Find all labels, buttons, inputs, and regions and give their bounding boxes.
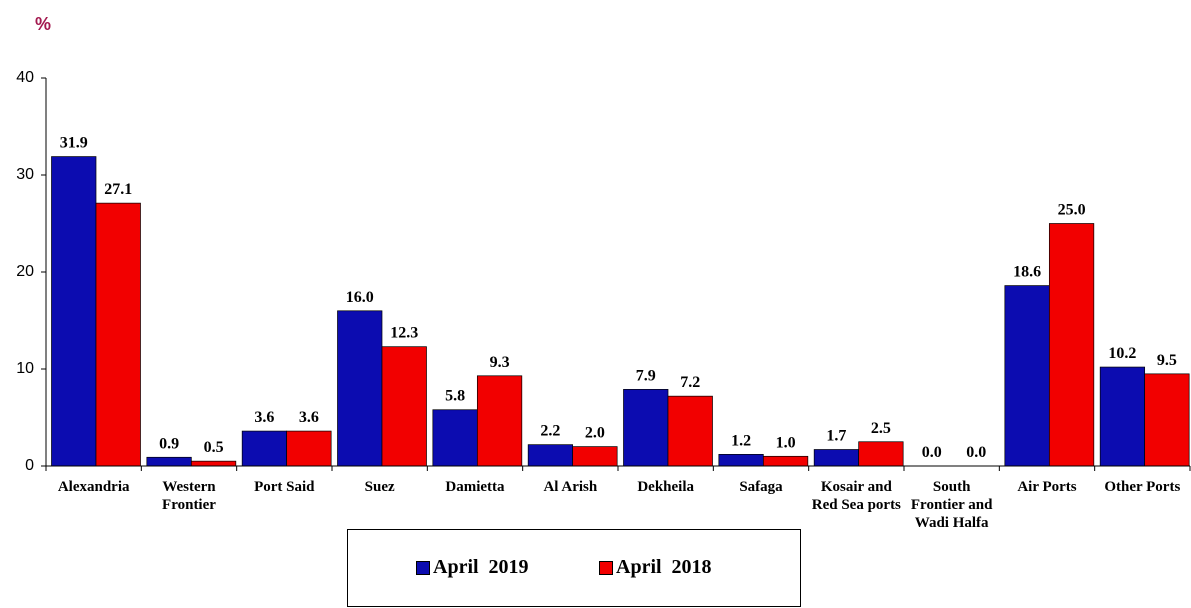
- data-label: 0.9: [159, 435, 179, 452]
- x-tick-label: Kosair and Red Sea ports: [811, 479, 901, 513]
- legend-swatch: [416, 560, 430, 575]
- bar: [1099, 366, 1146, 467]
- x-tick-label: Damietta: [445, 479, 505, 495]
- bar: [527, 444, 574, 467]
- x-tick-label: Alexandria: [57, 479, 130, 495]
- data-label: 27.1: [104, 181, 132, 198]
- legend: April 2019 April 2018: [347, 529, 801, 607]
- bar: [95, 202, 141, 467]
- y-tick-label: 30: [16, 166, 34, 183]
- bar: [572, 446, 618, 467]
- legend-item: April 2019: [416, 556, 529, 579]
- data-label: 7.9: [636, 367, 656, 384]
- y-tick-label: 40: [16, 69, 34, 86]
- data-label: 2.5: [871, 420, 891, 437]
- x-tick-label: Al Arish: [543, 479, 598, 495]
- bar: [667, 395, 713, 467]
- data-label: 2.0: [585, 425, 605, 442]
- bar: [1144, 373, 1190, 467]
- bar: [718, 454, 764, 467]
- bar: [432, 409, 478, 467]
- legend-label: April 2018: [616, 556, 712, 578]
- data-label: 9.3: [490, 354, 510, 371]
- data-label: 10.2: [1108, 345, 1136, 362]
- bar: [813, 449, 860, 467]
- data-label: 3.6: [254, 409, 274, 426]
- data-label: 0.0: [922, 444, 942, 461]
- x-tick-label: Dekheila: [637, 479, 694, 495]
- bar: [337, 310, 383, 467]
- data-label: 5.8: [445, 388, 465, 405]
- x-tick-label: Port Said: [254, 479, 315, 495]
- y-tick-label: 10: [16, 360, 34, 377]
- data-label: 25.0: [1058, 202, 1086, 219]
- bar: [381, 346, 427, 467]
- bar: [286, 430, 332, 467]
- data-label: 1.7: [826, 428, 846, 445]
- data-label: 0.5: [204, 439, 224, 456]
- bar: [762, 455, 809, 467]
- x-tick-label: Western Frontier: [162, 479, 216, 513]
- data-label: 2.2: [540, 423, 560, 440]
- data-label: 16.0: [346, 289, 374, 306]
- data-label: 3.6: [299, 409, 319, 426]
- data-label: 7.2: [680, 374, 700, 391]
- legend-item: April 2018: [599, 556, 712, 579]
- data-label: 12.3: [390, 325, 418, 342]
- bar: [858, 441, 904, 467]
- bar: [623, 389, 669, 467]
- data-label: 31.9: [60, 135, 88, 152]
- bar: [241, 430, 288, 467]
- bar: [190, 460, 237, 467]
- legend-label: April 2019: [433, 556, 529, 578]
- data-label: 1.2: [731, 432, 751, 449]
- bar: [146, 456, 192, 467]
- bar: [476, 375, 523, 467]
- legend-swatch: [599, 560, 613, 575]
- bar: [1004, 285, 1050, 467]
- data-label: 18.6: [1013, 264, 1041, 281]
- bar: [1048, 223, 1095, 467]
- data-label: 0.0: [966, 444, 986, 461]
- x-tick-label: South Frontier and Wadi Halfa: [910, 479, 993, 531]
- x-tick-label: Suez: [364, 479, 395, 495]
- y-axis-label: %: [35, 14, 52, 34]
- data-label: 1.0: [776, 434, 796, 451]
- x-tick-label: Air Ports: [1017, 479, 1077, 495]
- y-tick-label: 0: [25, 457, 34, 474]
- x-tick-label: Other Ports: [1104, 479, 1181, 495]
- y-tick-label: 20: [16, 263, 34, 280]
- bar: [51, 156, 97, 467]
- x-tick-label: Safaga: [739, 479, 783, 495]
- data-label: 9.5: [1157, 352, 1177, 369]
